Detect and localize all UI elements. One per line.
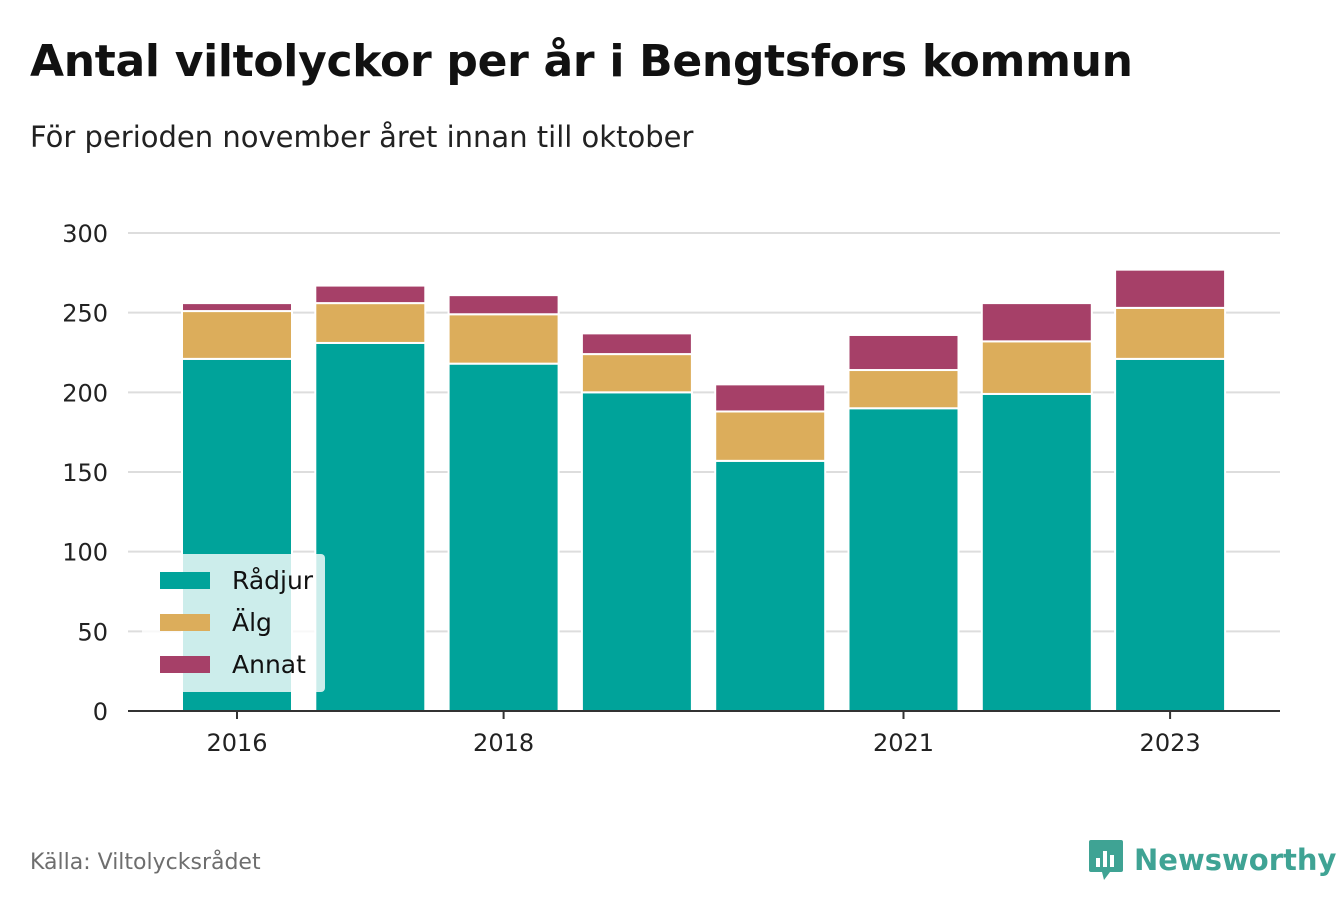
- bar-segment-älg-2016: [181, 310, 293, 360]
- bar-segment-annat-2016: [181, 302, 293, 313]
- bar-segment-älg-2023: [1114, 306, 1227, 360]
- bar-segment-rådjur-2022: [980, 392, 1093, 712]
- x-tick-label: 2021: [873, 729, 934, 757]
- bar-segment-älg-2018: [447, 313, 560, 365]
- bar-segment-rådjur-2018: [447, 362, 560, 712]
- y-tick-label: 50: [77, 618, 108, 646]
- legend-swatch-rådjur: [160, 572, 210, 589]
- bar-segment-annat-2023: [1114, 268, 1227, 309]
- y-tick-label: 200: [62, 379, 108, 407]
- legend-label-älg: Älg: [232, 608, 272, 637]
- bar-segment-rådjur-2019: [580, 391, 693, 712]
- bar-segment-annat-2020: [714, 383, 827, 413]
- y-tick-label: 250: [62, 300, 108, 328]
- bar-segment-rådjur-2020: [714, 459, 827, 713]
- chart-title: Antal viltolyckor per år i Bengtsfors ko…: [30, 36, 1133, 87]
- bar-segment-älg-2022: [980, 340, 1093, 395]
- brand-logo: Newsworthy: [1088, 838, 1336, 882]
- y-tick-label: 300: [62, 220, 108, 248]
- bar-segment-annat-2022: [980, 302, 1093, 343]
- legend-label-rådjur: Rådjur: [232, 566, 314, 595]
- legend-label-annat: Annat: [232, 650, 306, 679]
- y-tick-label: 0: [93, 698, 108, 726]
- legend-swatch-annat: [160, 656, 210, 673]
- brand-name: Newsworthy: [1134, 843, 1337, 877]
- chart-subtitle: För perioden november året innan till ok…: [30, 120, 694, 154]
- bar-segment-älg-2020: [714, 410, 827, 462]
- bar-segment-annat-2019: [580, 332, 693, 356]
- bar-segment-rådjur-2021: [847, 407, 960, 712]
- x-tick-label: 2018: [473, 729, 534, 757]
- source-note: Källa: Viltolycksrådet: [30, 850, 261, 875]
- bar-segment-rådjur-2017: [314, 341, 427, 712]
- bar-segment-annat-2017: [314, 284, 427, 305]
- bar-segment-annat-2018: [447, 294, 560, 316]
- bar-segment-annat-2021: [847, 333, 960, 372]
- x-tick-label: 2023: [1140, 729, 1201, 757]
- newsworthy-logo-icon: [1089, 840, 1123, 880]
- bar-segment-älg-2021: [847, 369, 960, 410]
- bar-segment-älg-2017: [314, 302, 427, 344]
- x-tick-label: 2016: [206, 729, 267, 757]
- y-tick-label: 100: [62, 539, 108, 567]
- y-tick-label: 150: [62, 459, 108, 487]
- bar-segment-älg-2019: [580, 353, 693, 394]
- legend-swatch-älg: [160, 614, 210, 631]
- bar-segment-rådjur-2023: [1114, 357, 1227, 712]
